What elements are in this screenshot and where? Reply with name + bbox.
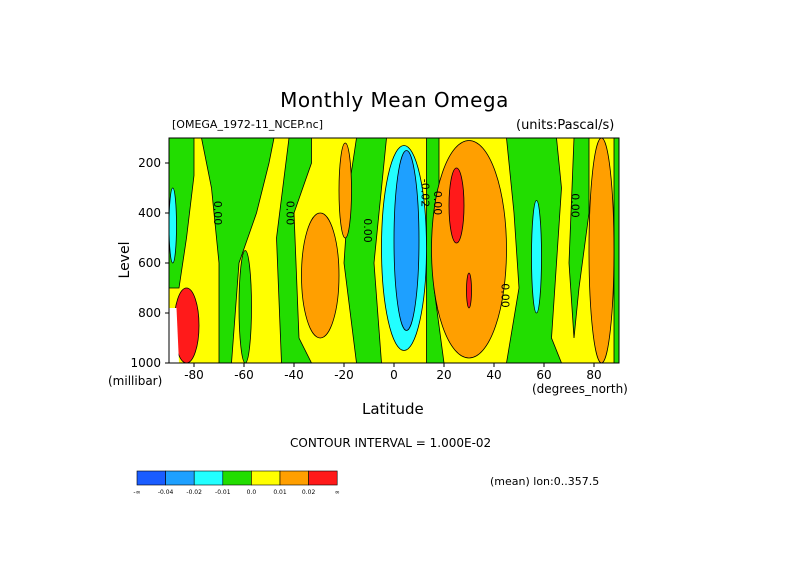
field-region — [613, 137, 620, 364]
colorbar-label: -0.04 — [158, 489, 174, 496]
x-tick-label: -40 — [284, 368, 304, 382]
colorbar-swatch — [251, 470, 281, 486]
x-tick-label: 0 — [390, 368, 398, 382]
units-label: (units:Pascal/s) — [516, 118, 615, 133]
y-tick-label: 400 — [138, 206, 161, 220]
mean-longitude-text: (mean) lon:0..357.5 — [490, 475, 600, 488]
contour-label: -0.02 — [419, 179, 432, 207]
x-tick-label: -20 — [334, 368, 354, 382]
field-region — [393, 150, 420, 331]
colorbar-label: -∞ — [133, 489, 140, 496]
colorbar-swatch — [193, 470, 224, 486]
colorbar-swatch — [222, 470, 252, 486]
y-tick-label: 800 — [138, 306, 161, 320]
y-axis-label: Level — [117, 241, 133, 279]
field-region — [201, 137, 275, 364]
colorbar-label: 0.0 — [247, 489, 257, 496]
colorbar-label: ∞ — [335, 489, 340, 496]
field-region — [276, 137, 313, 364]
field-region — [338, 142, 352, 239]
y-axis-units: (millibar) — [108, 374, 163, 388]
x-tick-label: 40 — [486, 368, 501, 382]
contour-interval-text: CONTOUR INTERVAL = 1.000E-02 — [290, 436, 492, 450]
field-region — [238, 250, 252, 364]
x-tick-label: 60 — [536, 368, 551, 382]
field-region — [531, 200, 542, 314]
colorbar-swatch — [165, 470, 195, 486]
x-axis-label: Latitude — [362, 400, 424, 418]
x-axis-units: (degrees_north) — [532, 382, 628, 396]
colorbar-swatch — [136, 470, 166, 486]
colorbar-label: -0.01 — [215, 489, 231, 496]
field-region — [588, 137, 615, 364]
contour-label: 0.00 — [211, 201, 224, 226]
field-region — [448, 167, 465, 244]
field-region — [168, 187, 177, 264]
contour-label: 0.00 — [284, 201, 297, 226]
field-region — [431, 140, 507, 359]
x-tick-label: 80 — [586, 368, 601, 382]
colorbar-label: 0.01 — [273, 489, 287, 496]
x-tick-label: -80 — [184, 368, 204, 382]
y-tick-label: 200 — [138, 156, 161, 170]
y-tick-label: 1000 — [130, 356, 161, 370]
field-region — [301, 212, 340, 339]
chart-title: Monthly Mean Omega — [280, 88, 509, 112]
x-tick-label: -60 — [234, 368, 254, 382]
missing-data-area — [169, 308, 179, 363]
colorbar-swatch — [279, 470, 309, 486]
field-region — [466, 272, 472, 309]
contour-label: 0.00 — [569, 193, 582, 218]
colorbar-swatch — [308, 470, 338, 486]
contour-label: 0.00 — [431, 191, 444, 216]
y-tick-label: 600 — [138, 256, 161, 270]
colorbar-label: -0.02 — [186, 489, 202, 496]
file-label: [OMEGA_1972-11_NCEP.nc] — [172, 118, 323, 131]
colorbar-label: 0.02 — [302, 489, 316, 496]
x-tick-label: 20 — [436, 368, 451, 382]
contour-label: 0.00 — [499, 283, 512, 308]
contour-label: 0.00 — [361, 218, 374, 243]
